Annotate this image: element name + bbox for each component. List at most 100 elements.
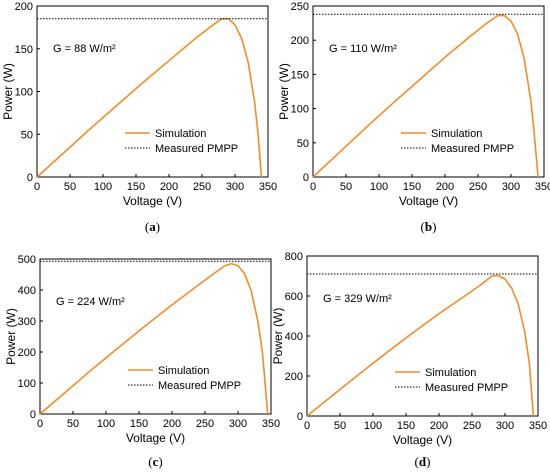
x-tick-label: 50 [340,181,352,193]
y-axis-label: Power (W) [271,308,285,365]
x-tick-label: 250 [196,418,214,430]
x-axis-label: Voltage (V) [393,433,452,447]
y-tick-label: 50 [21,129,33,141]
plot-frame [39,258,272,415]
panel-label-open: ( [145,219,149,234]
y-tick-label: 0 [303,172,309,184]
y-tick-label: 250 [291,1,309,13]
plot-frame [312,5,545,178]
panel-label-letter: a [149,219,156,234]
y-tick-label: 400 [18,285,36,297]
irradiance-annotation: G = 110 W/m² [329,43,397,55]
x-tick-label: 150 [403,181,421,193]
panel-label: (c) [148,454,162,469]
legend-entry: Measured PMPP [425,382,508,394]
x-tick-label: 150 [130,418,148,430]
x-tick-label: 200 [436,181,454,193]
simulation-curve [39,262,269,415]
simulation-curve [312,14,539,178]
x-tick-label: 200 [160,181,178,193]
legend-entry: Simulation [425,367,476,379]
panel-label-close: ) [158,454,162,469]
x-tick-label: 50 [64,181,76,193]
x-tick-label: 250 [193,181,211,193]
panel-label: (d) [415,454,431,469]
panel-label-close: ) [156,219,160,234]
panel-label-letter: c [153,454,159,469]
x-tick-label: 250 [469,181,487,193]
panel-b: 0 50 100 150 200 250 300 350 0 50 100 150 200 250 Volt… [277,1,550,234]
legend-entry: Measured PMPP [158,380,241,392]
x-tick-label: 300 [496,420,514,432]
x-tick-label: 150 [127,181,145,193]
x-tick-label: 300 [226,181,244,193]
y-tick-label: 200 [291,35,309,47]
y-tick-label: 300 [18,316,36,328]
y-tick-label: 0 [297,411,303,423]
irradiance-annotation: G = 224 W/m² [56,296,125,308]
x-tick-label: 200 [163,418,181,430]
x-axis-label: Voltage (V) [123,194,182,208]
y-tick-label: 100 [18,378,36,390]
y-axis-label: Power (W) [277,63,291,120]
panel-label-open: ( [148,454,152,469]
panel-label: (b) [421,219,437,234]
y-tick-label: 150 [15,44,33,56]
panel-label-close: ) [426,454,430,469]
legend-entry: Simulation [155,128,206,140]
y-tick-label: 200 [18,347,36,359]
y-tick-label: 100 [15,87,33,99]
y-tick-label: 200 [285,371,303,383]
legend-entry: Simulation [431,128,482,140]
x-tick-label: 350 [259,181,277,193]
y-tick-label: 200 [15,1,33,13]
x-tick-label: 50 [334,420,346,432]
y-tick-label: 150 [291,69,309,81]
y-tick-label: 50 [297,138,309,150]
panel-label: (a) [145,219,160,234]
simulation-curve [306,274,535,417]
x-tick-label: 0 [304,420,310,432]
y-axis-label: Power (W) [4,308,18,365]
panel-c: 0 50 100 150 200 250 300 350 0 100 200 300 400 500 Vol… [4,254,280,469]
x-tick-label: 350 [262,418,280,430]
y-tick-label: 0 [30,409,36,421]
panel-a: 0 50 100 150 200 250 300 350050100150200Voltage… [1,1,277,234]
y-tick-label: 600 [285,291,303,303]
x-tick-label: 200 [430,420,448,432]
y-tick-label: 0 [27,172,33,184]
panel-label-letter: b [425,219,432,234]
y-tick-label: 500 [18,254,36,266]
x-tick-label: 300 [229,418,247,430]
y-tick-label: 800 [285,251,303,263]
x-axis-label: Voltage (V) [126,431,185,445]
irradiance-annotation: G = 88 W/m² [53,43,116,55]
legend-entry: Simulation [158,365,209,377]
x-tick-label: 0 [37,418,43,430]
x-tick-label: 350 [529,420,547,432]
x-tick-label: 100 [364,420,382,432]
panel-d: 0 50 100 150 200 250 300 350 0 200 400 600 800 Voltag… [271,251,547,469]
x-tick-label: 100 [97,418,115,430]
x-tick-label: 150 [397,420,415,432]
panel-label-open: ( [421,219,425,234]
x-tick-label: 100 [370,181,388,193]
simulation-curve [36,17,263,178]
x-tick-label: 100 [94,181,112,193]
x-tick-label: 0 [34,181,40,193]
panel-label-open: ( [415,454,419,469]
panel-label-close: ) [432,219,436,234]
x-axis-label: Voltage (V) [399,194,458,208]
y-tick-label: 100 [291,104,309,116]
x-tick-label: 350 [535,181,550,193]
panel-label-letter: d [419,454,427,469]
legend-entry: Measured PMPP [155,143,238,155]
x-tick-label: 250 [463,420,481,432]
x-tick-label: 50 [67,418,79,430]
x-tick-label: 0 [310,181,316,193]
y-axis-label: Power (W) [1,63,15,120]
irradiance-annotation: G = 329 W/m² [323,293,392,305]
legend-entry: Measured PMPP [431,143,514,155]
y-tick-label: 400 [285,331,303,343]
